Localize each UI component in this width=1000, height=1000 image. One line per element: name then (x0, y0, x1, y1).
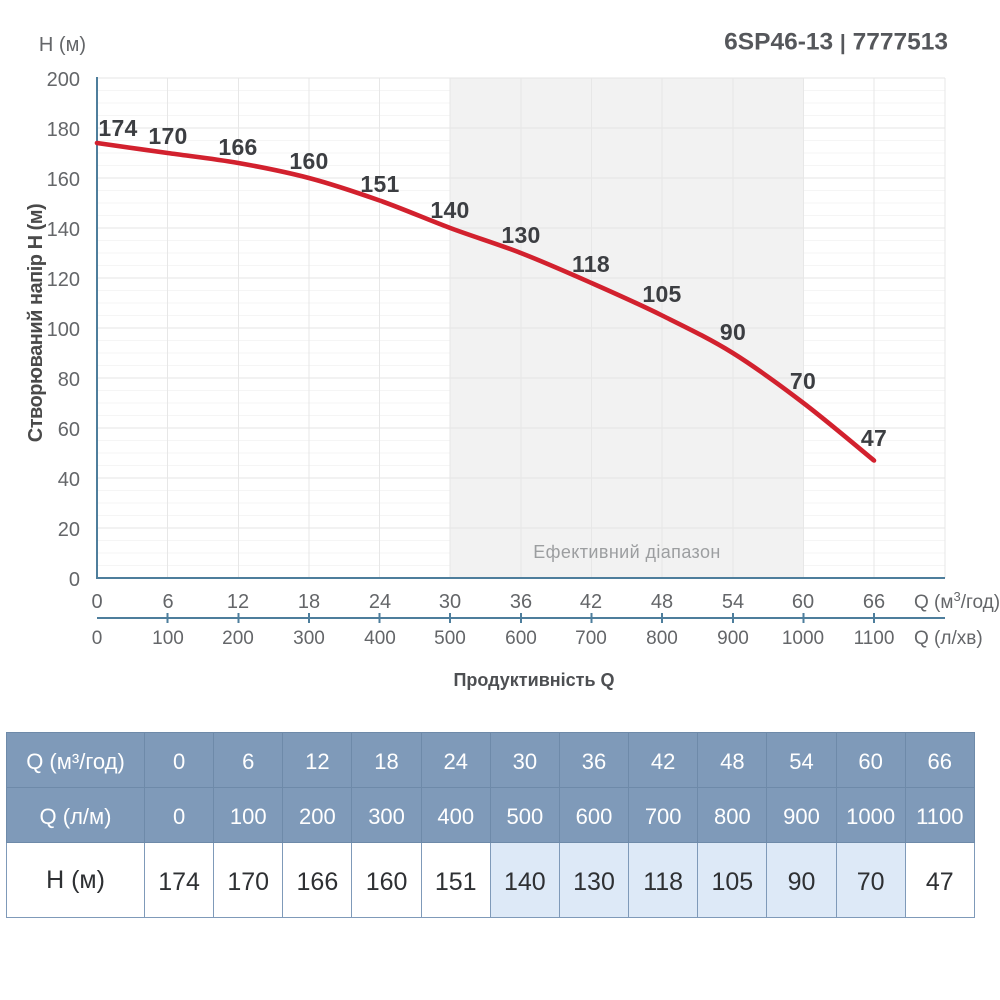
svg-text:42: 42 (580, 591, 602, 613)
svg-text:0: 0 (92, 628, 103, 649)
svg-text:800: 800 (646, 628, 678, 649)
svg-text:60: 60 (58, 419, 80, 441)
svg-text:160: 160 (47, 169, 80, 191)
svg-text:6: 6 (162, 591, 173, 613)
svg-text:600: 600 (505, 628, 537, 649)
svg-text:12: 12 (227, 591, 249, 613)
svg-text:105: 105 (642, 281, 681, 307)
svg-text:500: 500 (434, 628, 466, 649)
svg-text:36: 36 (510, 591, 532, 613)
svg-text:120: 120 (47, 269, 80, 291)
svg-text:300: 300 (293, 628, 325, 649)
svg-text:90: 90 (720, 319, 746, 345)
svg-text:H (м): H (м) (39, 34, 86, 56)
svg-text:54: 54 (722, 591, 744, 613)
svg-text:70: 70 (790, 368, 816, 394)
svg-text:400: 400 (364, 628, 396, 649)
svg-text:18: 18 (298, 591, 320, 613)
svg-text:66: 66 (863, 591, 885, 613)
svg-text:140: 140 (430, 197, 469, 223)
svg-text:Q (м3/год): Q (м3/год) (914, 589, 1000, 613)
svg-text:1100: 1100 (854, 628, 895, 649)
svg-text:166: 166 (218, 134, 257, 160)
svg-text:60: 60 (792, 591, 814, 613)
svg-text:100: 100 (152, 628, 184, 649)
svg-text:80: 80 (58, 369, 80, 391)
svg-text:Ефективний діапазон: Ефективний діапазон (533, 542, 721, 562)
svg-text:200: 200 (47, 69, 80, 91)
svg-text:100: 100 (47, 319, 80, 341)
svg-text:20: 20 (58, 519, 80, 541)
svg-text:40: 40 (58, 469, 80, 491)
svg-text:Створюваний напір H (м): Створюваний напір H (м) (25, 204, 47, 442)
svg-text:900: 900 (717, 628, 749, 649)
svg-text:24: 24 (369, 591, 391, 613)
svg-text:Продуктивність Q: Продуктивність Q (453, 670, 614, 690)
svg-text:48: 48 (651, 591, 673, 613)
svg-text:174: 174 (98, 115, 137, 141)
svg-text:47: 47 (861, 425, 887, 451)
svg-text:130: 130 (501, 222, 540, 248)
svg-text:180: 180 (47, 119, 80, 141)
svg-text:170: 170 (148, 123, 187, 149)
svg-text:1000: 1000 (782, 628, 824, 649)
svg-text:151: 151 (360, 171, 399, 197)
svg-text:140: 140 (47, 219, 80, 241)
svg-text:6SP46-13 | 7777513: 6SP46-13 | 7777513 (724, 29, 948, 56)
svg-text:30: 30 (439, 591, 461, 613)
svg-text:160: 160 (289, 148, 328, 174)
svg-text:0: 0 (91, 591, 102, 613)
svg-text:Q (л/хв): Q (л/хв) (914, 628, 983, 649)
svg-text:118: 118 (572, 251, 610, 277)
svg-text:700: 700 (575, 628, 607, 649)
svg-text:200: 200 (222, 628, 254, 649)
svg-text:0: 0 (69, 569, 80, 591)
